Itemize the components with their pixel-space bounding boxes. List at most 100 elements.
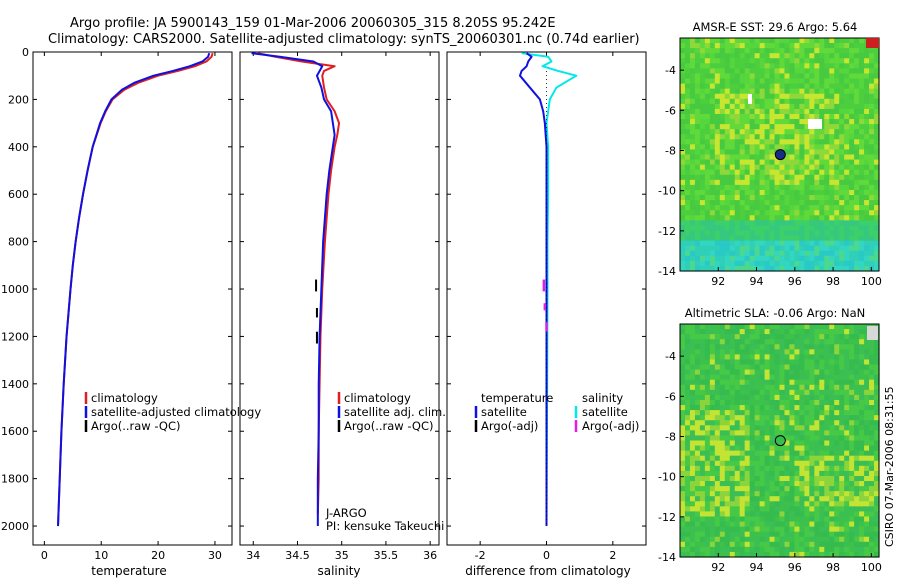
- map-cell: [719, 174, 726, 181]
- map-cell: [769, 88, 776, 95]
- map-cell: [759, 369, 766, 376]
- map-cell: [824, 48, 830, 54]
- map-cell: [734, 384, 741, 391]
- map-cell: [699, 179, 706, 186]
- map-cell: [859, 93, 865, 100]
- map-cell: [744, 119, 751, 125]
- map-cell: [749, 445, 756, 452]
- map-cell: [694, 405, 701, 411]
- map-cell: [739, 78, 746, 85]
- legend-climatology: climatology: [344, 391, 411, 405]
- map-cell: [729, 119, 736, 125]
- map-cell: [874, 63, 880, 69]
- map-cell: [754, 324, 761, 330]
- map-cell: [819, 536, 825, 543]
- map-cell: [729, 334, 736, 340]
- xtick-label: 30: [208, 549, 222, 562]
- map-cell: [744, 521, 751, 528]
- map-cell: [709, 179, 716, 186]
- map-cell: [844, 491, 850, 497]
- map-cell: [824, 260, 830, 267]
- map-cell: [799, 103, 805, 110]
- salinity-satellite-line: [251, 52, 336, 527]
- map-cell: [824, 491, 830, 497]
- map-cell: [794, 200, 800, 206]
- map-cell: [839, 78, 845, 85]
- map-cell: [789, 344, 796, 350]
- map-cell: [829, 435, 835, 442]
- map-cell: [734, 536, 741, 543]
- map-cell: [744, 334, 751, 340]
- map-cell: [844, 119, 850, 125]
- map-cell: [839, 225, 845, 232]
- map-cell: [834, 425, 840, 431]
- map-cell: [869, 205, 875, 211]
- map-cell: [874, 506, 880, 513]
- map-cell: [680, 551, 686, 558]
- map-cell: [869, 73, 875, 80]
- map-cell: [719, 430, 726, 437]
- map-cell: [709, 531, 716, 538]
- map-cell: [764, 394, 771, 401]
- map-cell: [734, 359, 741, 366]
- map-cell: [819, 113, 825, 120]
- map-cell: [734, 410, 741, 416]
- map-cell: [699, 149, 706, 156]
- map-cell: [839, 73, 845, 80]
- map-cell: [774, 255, 781, 262]
- map-cell: [714, 38, 721, 44]
- map-cell: [799, 230, 805, 237]
- map-cell: [704, 260, 711, 267]
- map-cell: [864, 440, 870, 447]
- map-cell: [819, 124, 825, 130]
- map-cell: [834, 536, 840, 543]
- map-cell: [744, 260, 751, 267]
- map-cell: [789, 506, 796, 513]
- map-cell: [799, 394, 805, 401]
- map-cell: [819, 98, 825, 105]
- xtick-label: 10: [94, 549, 108, 562]
- map-cell: [694, 430, 701, 437]
- map-cell: [779, 265, 786, 272]
- map-cell: [819, 329, 825, 335]
- map-cell: [724, 445, 731, 452]
- map-cell: [874, 98, 880, 105]
- map-cell: [719, 215, 726, 221]
- map-cell: [809, 344, 815, 350]
- map-cell: [784, 501, 791, 507]
- map-cell: [869, 220, 875, 227]
- map-cell: [874, 124, 880, 130]
- map-cell: [759, 541, 766, 548]
- map-cell: [804, 470, 810, 477]
- map-cell: [829, 169, 835, 176]
- map-cell: [819, 189, 825, 196]
- map-cell: [724, 415, 731, 421]
- map-cell: [804, 394, 810, 401]
- map-cell: [774, 93, 781, 100]
- map-cell: [849, 53, 855, 59]
- map-cell: [719, 389, 726, 396]
- map-cell: [714, 164, 721, 171]
- map-cell: [804, 455, 810, 462]
- map-cell: [839, 430, 845, 437]
- map-cell: [794, 88, 800, 95]
- map-cell: [729, 481, 736, 487]
- map-cell: [809, 496, 815, 502]
- map-cell: [739, 53, 746, 59]
- map-cell: [839, 420, 845, 426]
- map-cell: [794, 73, 800, 80]
- map-cell: [709, 364, 716, 371]
- map-cell: [759, 255, 766, 262]
- map-cell: [854, 144, 860, 151]
- map-cell: [739, 48, 746, 54]
- map-cell: [684, 174, 691, 181]
- map-cell: [874, 460, 880, 467]
- map-cell: [694, 394, 701, 401]
- map-cell: [859, 108, 865, 115]
- map-cell: [874, 184, 880, 191]
- map-ytick-label: -6: [665, 104, 676, 117]
- map-cell: [794, 394, 800, 401]
- map-cell: [849, 410, 855, 416]
- map-cell: [680, 405, 686, 411]
- map-cell: [839, 546, 845, 553]
